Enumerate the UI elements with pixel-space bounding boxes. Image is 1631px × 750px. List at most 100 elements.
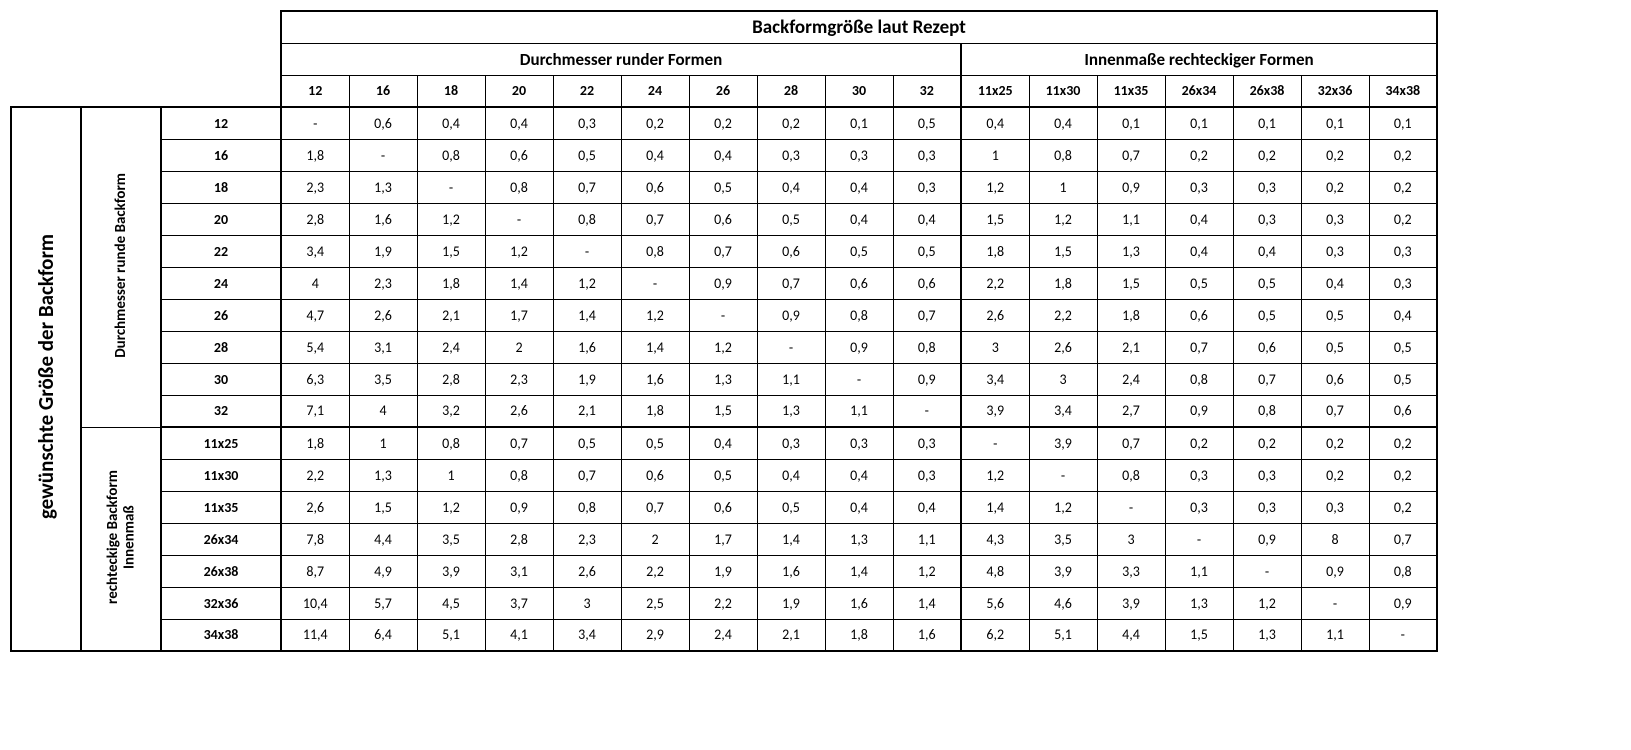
data-cell: 1,2 (553, 267, 621, 299)
data-cell: 0,8 (553, 491, 621, 523)
data-cell: 1,5 (689, 395, 757, 427)
data-cell: 0,7 (757, 267, 825, 299)
data-cell: 0,7 (1369, 523, 1437, 555)
data-cell: 3,4 (281, 235, 349, 267)
data-cell: 0,2 (1369, 459, 1437, 491)
data-cell: 1,8 (417, 267, 485, 299)
data-cell: 1,7 (689, 523, 757, 555)
data-cell: 3,4 (1029, 395, 1097, 427)
data-cell: 2,9 (621, 619, 689, 651)
data-cell: 1,1 (1301, 619, 1369, 651)
data-cell: 0,3 (1233, 491, 1301, 523)
header-col-group-round: Durchmesser runder Formen (281, 43, 961, 75)
data-cell: 0,7 (893, 299, 961, 331)
data-cell: 8,7 (281, 555, 349, 587)
data-cell: 1,2 (485, 235, 553, 267)
data-cell: 1,2 (961, 459, 1029, 491)
data-cell: 2,4 (689, 619, 757, 651)
data-cell: 0,6 (485, 139, 553, 171)
col-label: 26x34 (1165, 75, 1233, 107)
data-cell: 0,3 (1165, 491, 1233, 523)
data-cell: 2,3 (281, 171, 349, 203)
data-cell: 3 (961, 331, 1029, 363)
data-cell: 1,5 (349, 491, 417, 523)
row-label: 32x36 (161, 587, 281, 619)
data-cell: 0,5 (689, 459, 757, 491)
data-cell: 2,6 (961, 299, 1029, 331)
data-cell: 0,8 (1233, 395, 1301, 427)
data-cell: 0,6 (349, 107, 417, 139)
data-cell: 0,2 (1301, 171, 1369, 203)
data-cell: 1,1 (757, 363, 825, 395)
data-cell: 1,4 (961, 491, 1029, 523)
data-cell: - (1301, 587, 1369, 619)
data-cell: 1,8 (281, 139, 349, 171)
data-cell: 0,7 (1165, 331, 1233, 363)
data-cell: 0,5 (1369, 363, 1437, 395)
header-row-group-rect: rechteckige BackformInnenmaß (105, 470, 138, 604)
data-cell: 0,4 (417, 107, 485, 139)
data-cell: 0,9 (1165, 395, 1233, 427)
row-label: 24 (161, 267, 281, 299)
row-label: 26x34 (161, 523, 281, 555)
data-cell: 0,1 (1301, 107, 1369, 139)
data-cell: 3,4 (553, 619, 621, 651)
data-cell: 0,6 (621, 171, 689, 203)
data-cell: 0,3 (1301, 235, 1369, 267)
row-label: 11x30 (161, 459, 281, 491)
data-cell: 1,5 (1097, 267, 1165, 299)
data-cell: 2,2 (689, 587, 757, 619)
data-cell: 3,4 (961, 363, 1029, 395)
data-cell: 3,9 (417, 555, 485, 587)
data-cell: 6,3 (281, 363, 349, 395)
data-cell: 0,9 (1233, 523, 1301, 555)
row-label: 11x25 (161, 427, 281, 459)
data-cell: 1,4 (553, 299, 621, 331)
data-cell: 0,7 (553, 459, 621, 491)
data-cell: 0,4 (893, 491, 961, 523)
row-label: 32 (161, 395, 281, 427)
data-cell: 0,1 (1165, 107, 1233, 139)
data-cell: - (893, 395, 961, 427)
data-cell: 1,6 (757, 555, 825, 587)
data-cell: 5,6 (961, 587, 1029, 619)
data-cell: 1,9 (553, 363, 621, 395)
data-cell: 0,8 (621, 235, 689, 267)
data-cell: 4,4 (349, 523, 417, 555)
data-cell: 0,7 (689, 235, 757, 267)
data-cell: 0,9 (757, 299, 825, 331)
data-cell: 0,9 (689, 267, 757, 299)
data-cell: 11,4 (281, 619, 349, 651)
data-cell: 3,1 (485, 555, 553, 587)
col-label: 34x38 (1369, 75, 1437, 107)
data-cell: 0,1 (1097, 107, 1165, 139)
data-cell: 3,2 (417, 395, 485, 427)
data-cell: 3,9 (961, 395, 1029, 427)
data-cell: 2,1 (757, 619, 825, 651)
data-cell: 0,3 (757, 139, 825, 171)
data-cell: 5,7 (349, 587, 417, 619)
data-cell: 0,5 (893, 235, 961, 267)
data-cell: 2,3 (349, 267, 417, 299)
data-cell: 1,1 (1097, 203, 1165, 235)
row-label: 30 (161, 363, 281, 395)
data-cell: 1,3 (349, 459, 417, 491)
data-cell: 7,8 (281, 523, 349, 555)
data-cell: 1,2 (1029, 491, 1097, 523)
data-cell: 8 (1301, 523, 1369, 555)
data-cell: 4,4 (1097, 619, 1165, 651)
data-cell: 0,9 (893, 363, 961, 395)
col-label: 11x35 (1097, 75, 1165, 107)
data-cell: 0,9 (1301, 555, 1369, 587)
data-cell: 1,7 (485, 299, 553, 331)
col-label: 11x30 (1029, 75, 1097, 107)
header-col-group-rect: Innenmaße rechteckiger Formen (961, 43, 1437, 75)
data-cell: 0,7 (621, 203, 689, 235)
data-cell: 0,5 (893, 107, 961, 139)
data-cell: 6,2 (961, 619, 1029, 651)
data-cell: 7,1 (281, 395, 349, 427)
data-cell: 0,3 (553, 107, 621, 139)
data-cell: 0,8 (1369, 555, 1437, 587)
data-cell: 0,8 (893, 331, 961, 363)
data-cell: 1,8 (961, 235, 1029, 267)
